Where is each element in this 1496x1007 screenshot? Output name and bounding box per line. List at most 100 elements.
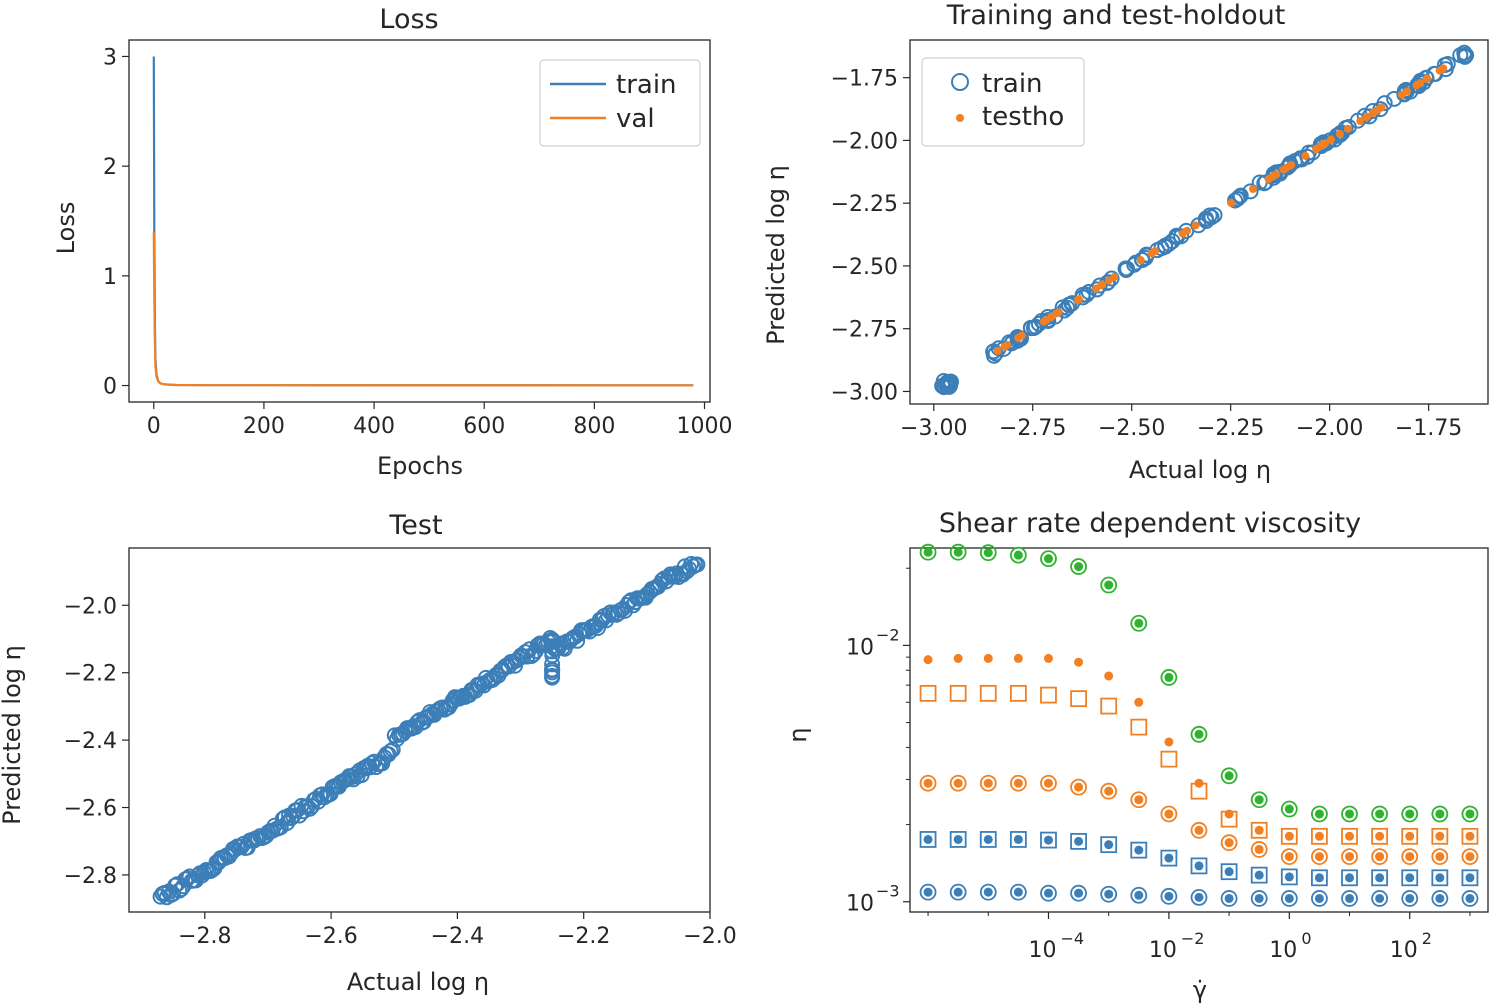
tth-testho-point bbox=[1041, 316, 1050, 325]
tth-train-point bbox=[1157, 238, 1174, 255]
test-point bbox=[544, 638, 561, 655]
shear-point-green-actual bbox=[1371, 805, 1389, 823]
shear-point-blue-circ-pred bbox=[1013, 887, 1023, 897]
shear-point-green-pred bbox=[1074, 562, 1084, 572]
tth-testho-point bbox=[1074, 295, 1083, 304]
shear-point-blue-circ-pred bbox=[1134, 890, 1144, 900]
shear-point-orange-circ-pred bbox=[923, 778, 933, 788]
shear-point-orange-dot-pred bbox=[1104, 671, 1114, 681]
shear-point-green-pred bbox=[1013, 550, 1023, 560]
shear-point-green-actual bbox=[949, 543, 967, 561]
tth-legend-label: testho bbox=[982, 102, 1064, 132]
shear-point-blue-sq-pred bbox=[1194, 861, 1204, 871]
tth-points bbox=[934, 44, 1475, 396]
tth-train-point bbox=[1012, 330, 1029, 347]
shear-point-orange-sq-actual bbox=[1070, 690, 1087, 708]
shear-point-orange-circ-pred bbox=[1314, 852, 1324, 862]
tth-legend bbox=[921, 57, 1085, 147]
shear-point-green-pred bbox=[1405, 809, 1415, 819]
tth-frame bbox=[909, 39, 1489, 405]
shear-point-blue-sq-pred bbox=[1254, 870, 1264, 880]
shear-point-orange-circ-actual bbox=[1280, 848, 1298, 866]
tth-train-point bbox=[1427, 65, 1444, 82]
shear-ytick-exponent: −3 bbox=[876, 882, 900, 901]
tth-testho-point bbox=[1368, 108, 1377, 117]
tth-train-point bbox=[1022, 319, 1039, 336]
tth-ytick-label: −2.25 bbox=[831, 192, 898, 217]
test-ytick-label: −2.2 bbox=[64, 662, 117, 687]
shear-point-orange-circ-pred bbox=[983, 778, 993, 788]
shear-point-blue-circ-actual bbox=[1431, 890, 1449, 907]
shear-point-blue-circ-pred bbox=[983, 887, 993, 897]
shear-point-blue-sq-pred bbox=[953, 834, 963, 844]
test-xtick-label: −2.4 bbox=[431, 924, 484, 949]
shear-point-orange-sq-actual bbox=[1431, 827, 1449, 845]
shear-point-blue-circ-pred bbox=[923, 887, 933, 897]
tth-testho-point bbox=[1287, 160, 1296, 169]
shear-point-blue-circ-actual bbox=[1070, 884, 1087, 902]
tth-train-point bbox=[1396, 85, 1413, 102]
shear-point-orange-circ-actual bbox=[1431, 848, 1449, 866]
shear-point-blue-circ-pred bbox=[1074, 888, 1084, 898]
tth-train-point bbox=[1340, 118, 1357, 135]
shear-point-blue-circ-pred bbox=[1104, 889, 1114, 899]
shear-point-green-pred bbox=[1224, 771, 1234, 781]
loss-line-val bbox=[152, 231, 694, 387]
tth-legend-swatch bbox=[951, 73, 969, 91]
shear-point-blue-circ-actual bbox=[1130, 886, 1148, 904]
shear-ytick-label: 10 bbox=[846, 892, 874, 917]
shear-point-orange-circ-pred bbox=[1194, 825, 1204, 835]
shear-xtick-exponent: 2 bbox=[1422, 929, 1432, 948]
tth-legend-swatch bbox=[956, 114, 964, 122]
shear-point-orange-circ-actual bbox=[949, 774, 967, 792]
shear-point-orange-dot-pred bbox=[1465, 831, 1475, 841]
shear-point-orange-circ-pred bbox=[1043, 778, 1053, 788]
shear-point-blue-sq-pred bbox=[1074, 836, 1084, 846]
tth-testho-point bbox=[1397, 90, 1406, 99]
shear-point-green-actual bbox=[1130, 614, 1148, 632]
shear-title: Shear rate dependent viscosity bbox=[939, 508, 1361, 539]
shear-point-blue-sq-pred bbox=[983, 834, 993, 844]
shear-point-green-actual bbox=[1461, 805, 1479, 823]
test-point bbox=[380, 746, 397, 763]
shear-xtick-exponent: −2 bbox=[1181, 929, 1205, 948]
shear-point-orange-sq-actual bbox=[1100, 697, 1118, 715]
shear-point-orange-dot-pred bbox=[1435, 831, 1445, 841]
loss-xlabel: Epochs bbox=[377, 452, 463, 480]
tth-testho-point bbox=[1343, 124, 1352, 133]
shear-point-blue-circ-actual bbox=[949, 883, 967, 901]
shear-point-orange-circ-pred bbox=[1254, 844, 1264, 854]
tth-ytick-label: −2.00 bbox=[831, 129, 898, 154]
shear-point-blue-sq-pred bbox=[1134, 845, 1144, 855]
tth-testho-point bbox=[1416, 79, 1425, 88]
tth-testho-point bbox=[1191, 221, 1200, 230]
shear-point-blue-circ-pred bbox=[1465, 893, 1475, 903]
shear-point-green-actual bbox=[1220, 767, 1238, 785]
tth-testho-point bbox=[1249, 185, 1258, 194]
shear-point-blue-circ-actual bbox=[979, 883, 997, 901]
tth-train-point bbox=[1257, 174, 1274, 191]
loss-ylabel: Loss bbox=[52, 202, 80, 255]
loss-frame bbox=[128, 39, 711, 403]
shear-point-orange-sq-actual bbox=[1341, 827, 1358, 845]
shear-point-green-pred bbox=[1284, 804, 1294, 814]
test-point bbox=[544, 632, 561, 649]
shear-point-blue-sq-pred bbox=[1284, 872, 1294, 882]
shear-point-blue-circ-actual bbox=[1009, 883, 1027, 901]
shear-point-blue-sq-actual bbox=[1280, 868, 1298, 886]
shear-point-blue-circ-actual bbox=[1280, 890, 1298, 907]
shear-point-blue-sq-actual bbox=[1220, 863, 1238, 881]
tth-train-point bbox=[986, 347, 1003, 364]
tth-ytick-label: −3.00 bbox=[831, 380, 898, 405]
shear-point-orange-sq-actual bbox=[979, 684, 997, 702]
tth-testho-point bbox=[1052, 309, 1061, 318]
shear-point-orange-dot-pred bbox=[1284, 831, 1294, 841]
shear-point-green-pred bbox=[1134, 618, 1144, 628]
tth-testho-point bbox=[1097, 281, 1106, 290]
test-title: Test bbox=[388, 510, 442, 541]
shear-point-blue-sq-pred bbox=[1043, 835, 1053, 845]
test-xlabel: Actual log η bbox=[347, 968, 489, 996]
tth-train-point bbox=[1265, 166, 1282, 183]
train-testho-ylabel: Predicted log η bbox=[762, 165, 790, 345]
shear-point-blue-sq-actual bbox=[949, 831, 967, 848]
